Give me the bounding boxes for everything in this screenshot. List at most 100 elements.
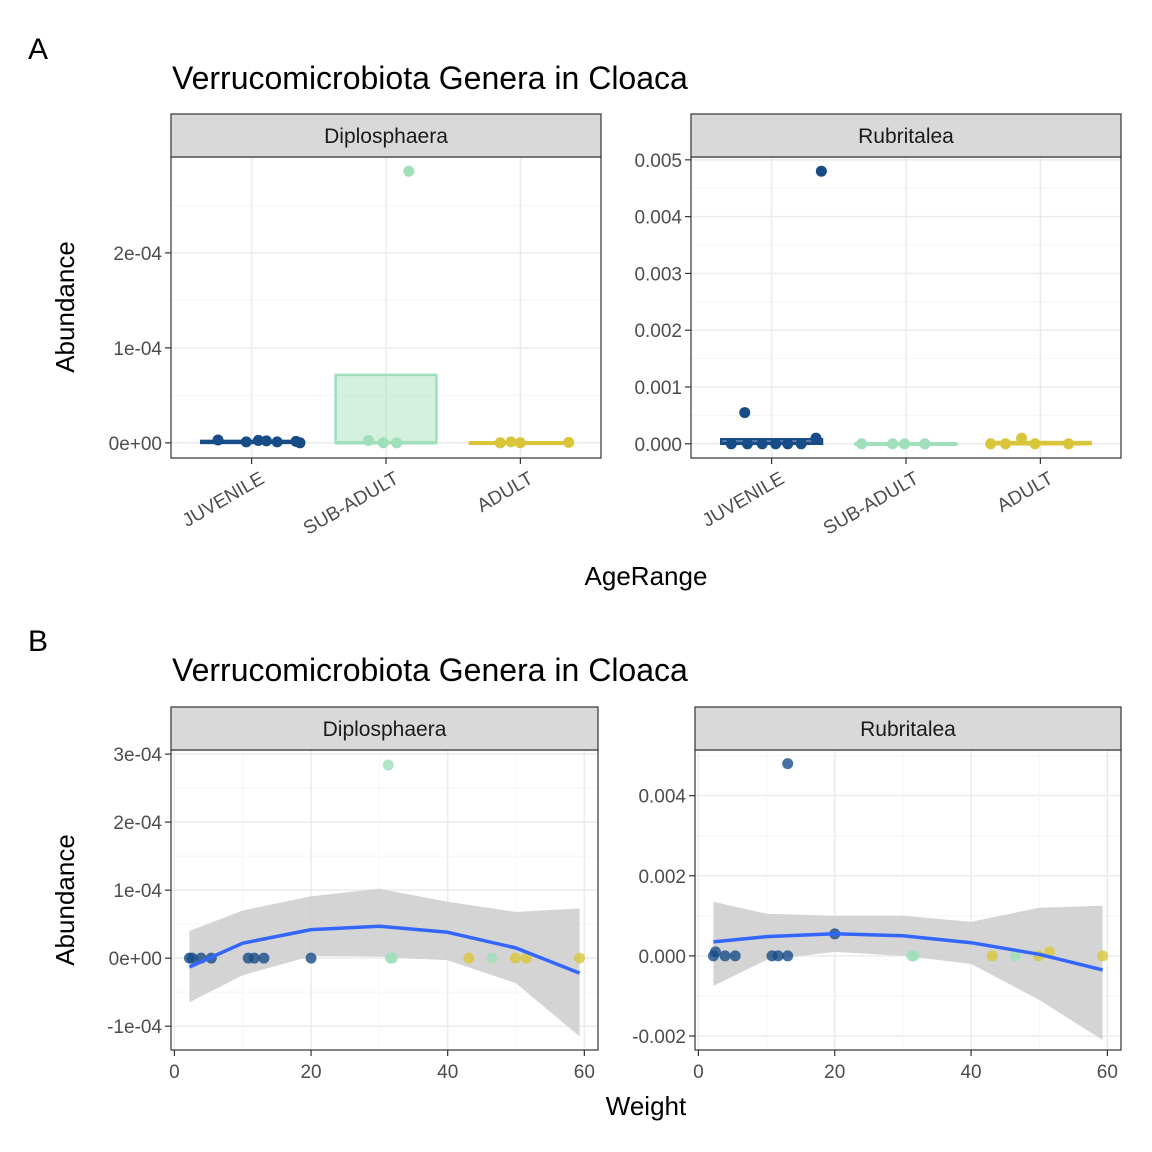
data-point: [719, 950, 731, 962]
panel-letter-a: A: [28, 33, 48, 66]
data-point: [494, 437, 506, 449]
chart-a-x-axis-title: AgeRange: [585, 561, 708, 591]
data-point: [782, 950, 794, 962]
data-point: [294, 437, 306, 449]
data-point: [212, 434, 224, 446]
facet-strip: [694, 706, 1122, 751]
data-point: [252, 434, 264, 446]
data-point: [729, 950, 741, 962]
data-point: [887, 438, 899, 450]
facet-strip-label: Diplosphaera: [324, 125, 448, 148]
panel-letter-b: B: [28, 625, 48, 658]
data-point: [520, 952, 532, 964]
chart-a-y-axis-title: Abundance: [50, 241, 80, 373]
data-point: [741, 438, 753, 450]
data-point: [986, 950, 998, 962]
data-point: [739, 407, 751, 419]
data-point: [391, 437, 403, 449]
y-tick-label: -0.002: [632, 1027, 686, 1048]
data-point: [271, 436, 283, 448]
fit-line: [713, 932, 1104, 972]
data-point: [899, 438, 911, 450]
y-tick-label: 3e-04: [113, 745, 162, 766]
data-point: [725, 438, 737, 450]
y-tick-label: 0.002: [634, 321, 682, 342]
data-point: [815, 165, 827, 177]
data-point: [856, 438, 868, 450]
box: [334, 373, 438, 445]
data-point: [509, 952, 521, 964]
data-point: [999, 438, 1011, 450]
x-tick-label: 60: [574, 1062, 595, 1083]
data-point: [260, 435, 272, 447]
y-tick-label: 2e-04: [113, 813, 162, 834]
data-point: [1016, 432, 1028, 444]
data-point: [782, 438, 794, 450]
data-point: [386, 952, 398, 964]
data-point: [770, 438, 782, 450]
data-point: [1009, 950, 1021, 962]
y-tick-label: 0.000: [634, 435, 682, 456]
y-tick-label: 0.001: [634, 378, 682, 399]
data-point: [248, 952, 260, 964]
confidence-ribbon: [189, 888, 580, 1037]
y-tick-label: 0.000: [638, 947, 686, 968]
chart-b-y-axis-title: Abundance: [50, 834, 80, 966]
data-point: [1097, 950, 1109, 962]
x-tick-label: 60: [1097, 1062, 1118, 1083]
facet-strip-label: Rubritalea: [858, 125, 954, 148]
data-point: [919, 438, 931, 450]
data-point: [772, 950, 784, 962]
y-tick-label: -1e-04: [107, 1017, 162, 1038]
facet-strip-label: Rubritalea: [860, 718, 956, 741]
data-point: [186, 952, 198, 964]
y-tick-label: 1e-04: [113, 881, 162, 902]
x-tick-label: 20: [824, 1062, 845, 1083]
data-point: [795, 438, 807, 450]
data-point: [486, 952, 498, 964]
x-tick-label: 40: [960, 1062, 981, 1083]
x-tick-label: 20: [300, 1062, 321, 1083]
data-point: [258, 952, 270, 964]
data-point: [403, 165, 415, 177]
data-point: [908, 950, 920, 962]
data-point: [514, 437, 526, 449]
data-point: [782, 758, 794, 770]
chart-b-x-axis-title: Weight: [606, 1091, 687, 1121]
data-point: [756, 438, 768, 450]
data-point: [505, 436, 517, 448]
data-point: [305, 952, 317, 964]
data-point: [574, 952, 586, 964]
data-point: [810, 432, 822, 444]
facet-strip: [170, 113, 602, 158]
chart-a-title: Verrucomicrobiota Genera in Cloaca: [172, 60, 688, 96]
data-point: [382, 759, 394, 771]
facet-strip: [690, 113, 1122, 158]
data-point: [463, 952, 475, 964]
data-point: [563, 436, 575, 448]
data-point: [985, 438, 997, 450]
data-point: [709, 946, 721, 958]
facet-strip: [170, 706, 599, 751]
chart-b-title: Verrucomicrobiota Genera in Cloaca: [172, 652, 688, 688]
y-tick-label: 0.002: [638, 867, 686, 888]
x-tick-label: 0: [169, 1062, 180, 1083]
y-tick-label: 0.004: [634, 208, 682, 229]
y-tick-label: 0.004: [638, 787, 686, 808]
y-tick-label: 0.005: [634, 151, 682, 172]
y-tick-label: 1e-04: [113, 339, 162, 360]
x-tick-label: 0: [693, 1062, 704, 1083]
y-tick-label: 0e+00: [109, 949, 162, 970]
fit-line: [188, 924, 581, 975]
facet-strip-label: Diplosphaera: [323, 718, 447, 741]
y-tick-label: 2e-04: [113, 244, 162, 265]
y-tick-label: 0.003: [634, 264, 682, 285]
data-point: [1029, 438, 1041, 450]
data-point: [1063, 438, 1075, 450]
y-tick-label: 0e+00: [109, 434, 162, 455]
data-point: [377, 437, 389, 449]
data-point: [363, 434, 375, 446]
x-tick-label: 40: [437, 1062, 458, 1083]
